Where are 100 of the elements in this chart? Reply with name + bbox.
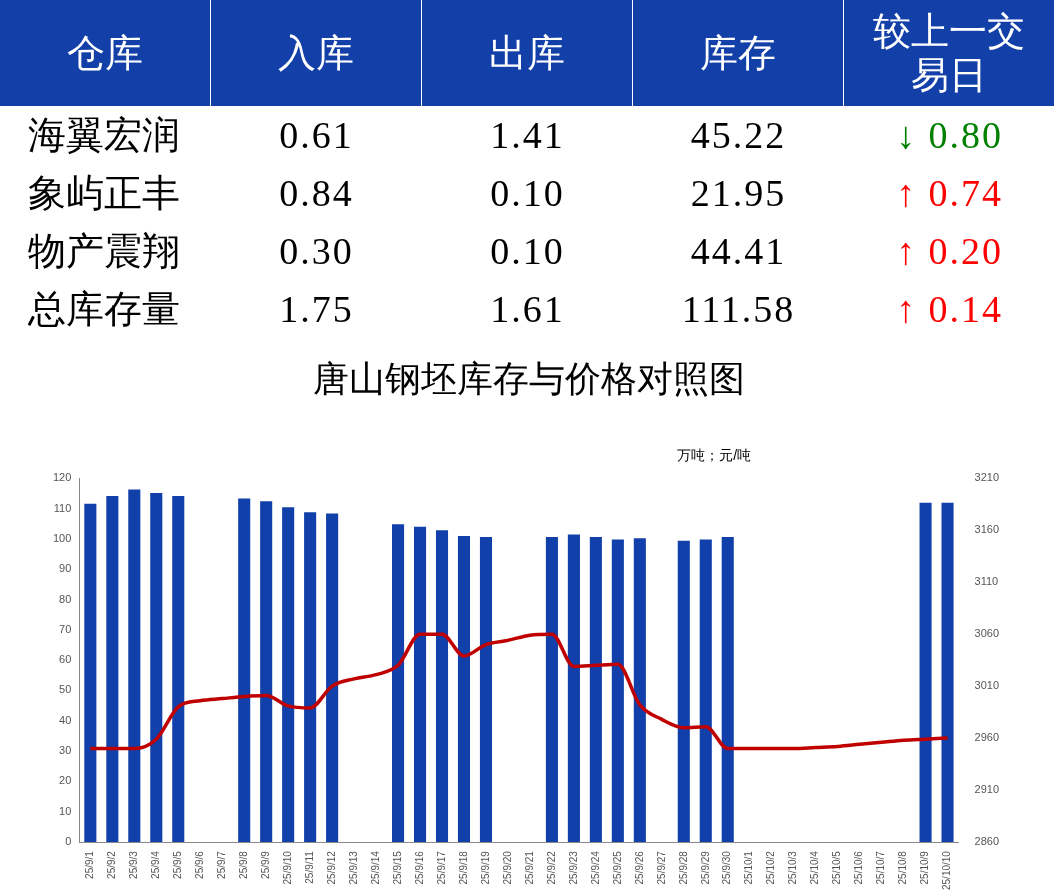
x-tick-label: 25/9/7 bbox=[215, 850, 227, 879]
x-tick-label: 25/9/26 bbox=[633, 850, 645, 885]
bar bbox=[84, 503, 97, 843]
y2-tick-label: 3060 bbox=[974, 627, 1000, 640]
bar bbox=[721, 537, 734, 843]
text: 仓库 bbox=[0, 0, 211, 106]
x-tick-label: 25/9/9 bbox=[259, 850, 271, 879]
data-label: 1.41 bbox=[489, 113, 566, 158]
x-tick-label: 25/9/5 bbox=[172, 850, 184, 879]
data-label: 44.41 bbox=[689, 229, 788, 274]
text: 万吨；元/吨 bbox=[677, 447, 752, 464]
x-tick-label: 25/9/22 bbox=[545, 850, 557, 885]
x-tick-label: 25/9/13 bbox=[347, 850, 359, 885]
text: 出库 bbox=[422, 0, 633, 106]
x-tick-label: 25/9/14 bbox=[369, 850, 381, 885]
bar bbox=[941, 502, 954, 843]
y-tick-label: 40 bbox=[59, 713, 72, 726]
x-tick-label: 25/9/19 bbox=[479, 850, 491, 885]
line-series bbox=[88, 632, 950, 751]
x-tick-label: 25/9/30 bbox=[721, 850, 733, 885]
category-label: 象屿正丰 bbox=[27, 170, 181, 216]
data-label: ↑ 0.74 bbox=[895, 171, 1004, 216]
bar bbox=[106, 496, 119, 843]
bar bbox=[282, 507, 295, 843]
bar bbox=[699, 539, 712, 843]
bar bbox=[589, 537, 602, 843]
text: 入库 bbox=[211, 0, 422, 106]
bar bbox=[172, 496, 185, 843]
text: 库存 bbox=[633, 0, 844, 106]
x-tick-label: 25/9/16 bbox=[413, 850, 425, 885]
x-tick-label: 25/10/7 bbox=[875, 850, 887, 885]
x-tick-label: 25/9/8 bbox=[237, 850, 249, 879]
x-tick-label: 25/9/2 bbox=[106, 850, 118, 879]
x-tick-label: 25/9/3 bbox=[128, 850, 140, 879]
x-tick-label: 25/9/24 bbox=[589, 850, 601, 885]
x-tick-label: 25/9/15 bbox=[391, 850, 403, 885]
x-tick-label: 25/9/1 bbox=[84, 850, 96, 879]
bar bbox=[128, 489, 141, 843]
bar bbox=[677, 540, 690, 843]
category-label: 物产震翔 bbox=[27, 228, 181, 274]
data-label: 1.75 bbox=[278, 287, 355, 332]
bar bbox=[392, 524, 405, 843]
x-tick-label: 25/10/3 bbox=[787, 850, 799, 885]
data-label: 0.61 bbox=[278, 113, 355, 158]
data-label: 111.58 bbox=[680, 287, 797, 332]
y2-tick-label: 3010 bbox=[974, 679, 1000, 692]
data-label: 0.84 bbox=[278, 171, 355, 216]
data-label: 0.10 bbox=[489, 171, 566, 216]
data-label: ↑ 0.14 bbox=[895, 287, 1004, 332]
category-label: 总库存量 bbox=[27, 286, 181, 332]
y2-tick-label: 3210 bbox=[974, 471, 1000, 484]
x-tick-label: 25/9/28 bbox=[677, 850, 689, 885]
bar bbox=[479, 537, 493, 843]
y-tick-label: 0 bbox=[65, 835, 72, 848]
bar bbox=[545, 537, 558, 843]
x-tick-label: 25/10/1 bbox=[743, 850, 755, 885]
x-tick-label: 25/9/10 bbox=[281, 850, 293, 885]
x-tick-label: 25/9/11 bbox=[303, 850, 315, 884]
y-tick-label: 10 bbox=[59, 804, 72, 817]
y-tick-label: 60 bbox=[59, 653, 72, 666]
x-tick-label: 25/10/2 bbox=[765, 850, 777, 885]
chart-title: 唐山钢坯库存与价格对照图 bbox=[312, 359, 745, 400]
y-tick-label: 70 bbox=[59, 622, 72, 635]
data-label: 21.95 bbox=[689, 171, 788, 216]
x-tick-label: 25/9/20 bbox=[501, 850, 513, 885]
x-tick-label: 25/9/25 bbox=[611, 850, 623, 885]
x-tick-label: 25/10/9 bbox=[919, 850, 931, 885]
x-tick-label: 25/9/18 bbox=[457, 850, 469, 885]
y2-tick-label: 2960 bbox=[974, 731, 1000, 744]
y-tick-label: 20 bbox=[59, 774, 72, 787]
data-label: ↓ 0.80 bbox=[895, 113, 1004, 158]
x-tick-label: 25/9/4 bbox=[150, 850, 162, 879]
data-label: 0.30 bbox=[278, 229, 355, 274]
y2-tick-label: 2910 bbox=[974, 783, 1000, 796]
data-label: ↑ 0.20 bbox=[895, 229, 1004, 274]
y-tick-label: 110 bbox=[53, 501, 72, 514]
y2-tick-label: 3160 bbox=[974, 523, 1000, 536]
y-tick-label: 30 bbox=[59, 744, 72, 757]
bar bbox=[567, 534, 580, 843]
bar bbox=[435, 530, 449, 843]
bar bbox=[260, 501, 273, 843]
bar bbox=[238, 498, 251, 843]
bar bbox=[304, 512, 317, 843]
y-tick-label: 100 bbox=[52, 531, 72, 544]
y-tick-label: 90 bbox=[59, 562, 72, 575]
bar bbox=[919, 502, 932, 843]
x-tick-label: 25/9/21 bbox=[523, 850, 535, 885]
x-tick-label: 25/10/10 bbox=[941, 850, 953, 891]
bar bbox=[150, 493, 163, 843]
y-tick-label: 80 bbox=[59, 592, 72, 605]
x-tick-label: 25/9/23 bbox=[567, 850, 579, 885]
bar bbox=[611, 539, 624, 843]
data-label: 0.10 bbox=[489, 229, 566, 274]
y2-tick-label: 2860 bbox=[974, 835, 1000, 848]
x-tick-label: 25/9/6 bbox=[193, 850, 205, 879]
x-tick-label: 25/9/17 bbox=[435, 850, 447, 885]
bar bbox=[633, 538, 646, 843]
x-tick-label: 25/9/27 bbox=[655, 850, 667, 885]
category-label: 海翼宏润 bbox=[27, 112, 181, 158]
bar bbox=[413, 526, 427, 843]
